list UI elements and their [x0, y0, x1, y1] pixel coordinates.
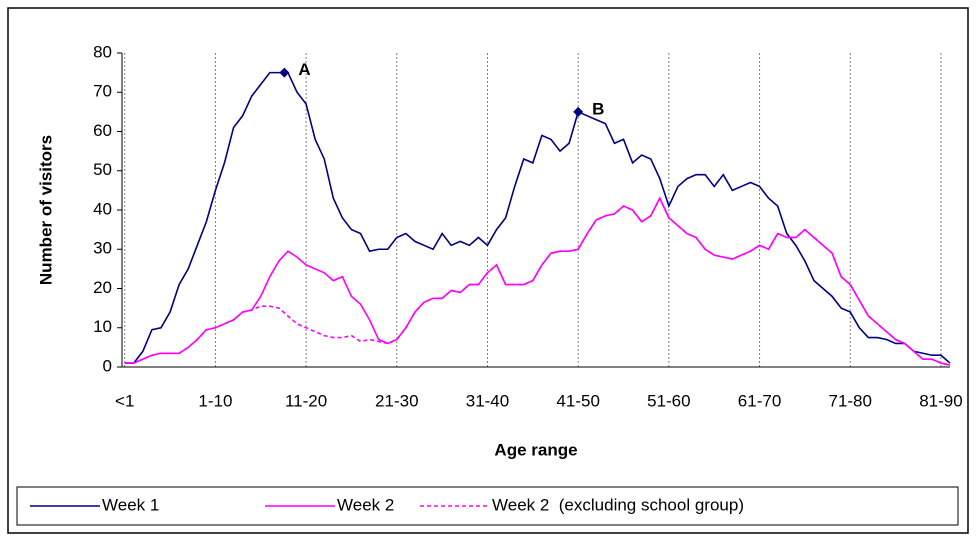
x-axis-label: Age range — [494, 440, 577, 459]
y-tick-label: 10 — [93, 317, 112, 336]
annotation-label: A — [298, 60, 310, 79]
annotation-marker — [279, 67, 290, 78]
y-tick-label: 60 — [93, 121, 112, 140]
x-tick-label: 61-70 — [738, 391, 781, 410]
x-tick-label: 51-60 — [647, 391, 690, 410]
y-tick-label: 80 — [93, 42, 112, 61]
y-tick-label: 40 — [93, 199, 112, 218]
x-tick-label: 1-10 — [198, 391, 232, 410]
series-line — [124, 196, 951, 366]
x-tick-label: 21-30 — [375, 391, 418, 410]
legend-label: Week 2 — [337, 495, 394, 514]
y-tick-label: 70 — [93, 82, 112, 101]
legend-box — [16, 486, 959, 526]
y-axis-label: Number of visitors — [36, 135, 55, 285]
legend-label: Week 2 (excluding school group) — [492, 495, 744, 514]
series-line — [124, 71, 951, 364]
y-tick-label: 0 — [103, 356, 112, 375]
x-tick-label: 81-90 — [919, 391, 962, 410]
y-tick-label: 50 — [93, 160, 112, 179]
y-tick-label: 30 — [93, 239, 112, 258]
x-tick-label: 11-20 — [285, 391, 327, 410]
y-tick-label: 20 — [93, 278, 112, 297]
x-tick-label: 71-80 — [828, 391, 871, 410]
annotation-label: B — [592, 99, 604, 118]
legend-label: Week 1 — [102, 495, 159, 514]
annotation-marker — [573, 106, 584, 117]
x-tick-label: 41-50 — [556, 391, 599, 410]
chart-border — [7, 7, 969, 534]
x-tick-label: 31-40 — [466, 391, 509, 410]
x-tick-label: <1 — [115, 391, 134, 410]
